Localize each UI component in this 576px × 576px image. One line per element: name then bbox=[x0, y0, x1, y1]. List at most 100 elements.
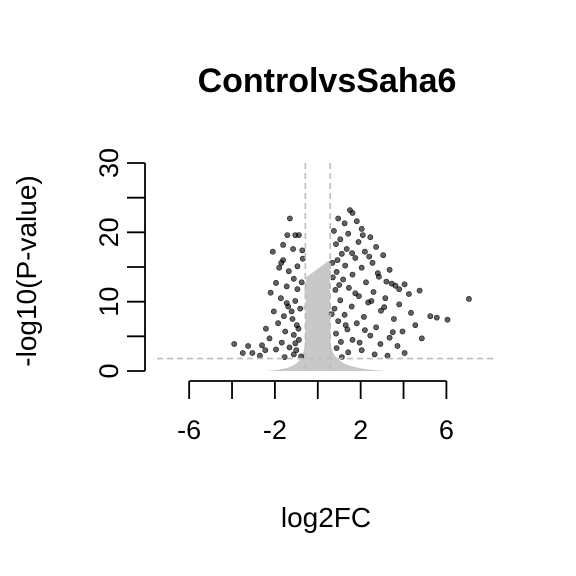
significant-point bbox=[366, 253, 373, 260]
significant-point bbox=[383, 278, 390, 285]
significant-point bbox=[280, 313, 287, 320]
significant-point bbox=[342, 322, 349, 329]
significant-point bbox=[369, 259, 376, 266]
significant-point bbox=[353, 320, 360, 327]
significant-point bbox=[298, 279, 305, 286]
significant-point bbox=[290, 246, 296, 252]
significant-point bbox=[345, 349, 352, 356]
axes: -6 -2 2 6 0 10 20 30 bbox=[94, 148, 454, 445]
significant-point bbox=[256, 352, 263, 359]
y-tick-label: 30 bbox=[94, 148, 124, 178]
significant-point bbox=[293, 347, 300, 354]
non-significant-point bbox=[305, 338, 312, 345]
significant-point bbox=[330, 227, 337, 234]
non-significant-points bbox=[303, 269, 332, 363]
non-significant-point bbox=[315, 341, 322, 347]
non-significant-point bbox=[321, 310, 328, 317]
significant-point bbox=[245, 343, 251, 349]
significant-point bbox=[333, 330, 339, 337]
significant-point bbox=[412, 322, 419, 329]
significant-point bbox=[399, 328, 406, 335]
significant-point bbox=[329, 259, 336, 266]
chart-title: ControlvsSaha6 bbox=[198, 62, 457, 100]
significant-point bbox=[396, 286, 403, 293]
significant-point bbox=[239, 350, 246, 356]
non-significant-point bbox=[320, 320, 327, 327]
non-significant-point bbox=[317, 313, 324, 320]
significant-point bbox=[266, 335, 273, 342]
significant-point bbox=[294, 286, 301, 293]
significant-point bbox=[389, 329, 396, 336]
significant-point bbox=[269, 248, 276, 255]
y-tick-label: 0 bbox=[94, 363, 124, 378]
significant-point bbox=[373, 324, 379, 331]
non-significant-point bbox=[320, 345, 326, 351]
x-tick-label: 6 bbox=[439, 415, 454, 445]
significant-point bbox=[333, 241, 339, 247]
significant-point bbox=[286, 344, 293, 351]
significant-point bbox=[286, 215, 293, 222]
non-significant-point bbox=[306, 346, 313, 353]
significant-point bbox=[374, 270, 381, 277]
significant-point bbox=[337, 236, 344, 243]
significant-point bbox=[273, 346, 279, 353]
significant-point bbox=[348, 303, 355, 310]
significant-point bbox=[352, 290, 359, 297]
non-significant-point bbox=[323, 282, 330, 288]
significant-point bbox=[289, 316, 296, 322]
significant-point bbox=[292, 340, 299, 347]
x-tick-label: -6 bbox=[177, 415, 201, 445]
significant-point bbox=[345, 284, 352, 291]
non-significant-point bbox=[311, 309, 318, 316]
significant-point bbox=[465, 295, 472, 302]
significant-point bbox=[299, 247, 306, 254]
significant-point bbox=[360, 313, 367, 320]
non-significant-point bbox=[318, 329, 325, 336]
significant-point bbox=[433, 314, 440, 321]
significant-point bbox=[358, 347, 365, 354]
significant-point bbox=[284, 232, 291, 238]
significant-point bbox=[288, 308, 295, 315]
significant-point bbox=[337, 297, 344, 304]
non-significant-point bbox=[308, 300, 315, 306]
significant-point bbox=[290, 351, 297, 358]
significant-point bbox=[392, 282, 399, 289]
significant-point bbox=[373, 243, 379, 250]
significant-point bbox=[340, 276, 346, 283]
non-significant-point bbox=[304, 287, 310, 294]
significant-point bbox=[418, 335, 425, 342]
significant-point bbox=[390, 316, 397, 322]
significant-point bbox=[408, 309, 414, 316]
significant-point bbox=[405, 291, 412, 297]
significant-point bbox=[356, 339, 363, 346]
significant-point bbox=[277, 295, 284, 302]
significant-point bbox=[282, 328, 289, 335]
significant-point bbox=[295, 325, 302, 332]
significant-point bbox=[381, 304, 388, 311]
significant-point bbox=[273, 279, 279, 286]
significant-point bbox=[368, 298, 375, 304]
significant-point bbox=[370, 289, 377, 295]
significant-point bbox=[278, 259, 285, 266]
significant-point bbox=[367, 234, 374, 241]
significant-point bbox=[295, 232, 302, 238]
significant-point bbox=[334, 257, 341, 263]
significant-point bbox=[382, 295, 389, 302]
significant-point bbox=[283, 300, 290, 306]
significant-point bbox=[349, 336, 356, 343]
non-significant-point bbox=[312, 337, 319, 344]
significant-point bbox=[359, 232, 366, 238]
significant-point bbox=[333, 268, 340, 275]
significant-point bbox=[353, 218, 360, 225]
significant-point bbox=[345, 230, 352, 237]
significant-point bbox=[363, 279, 369, 286]
significant-point bbox=[396, 301, 403, 308]
significant-point bbox=[290, 275, 297, 282]
significant-point bbox=[294, 263, 301, 270]
significant-point bbox=[331, 305, 338, 312]
significant-point bbox=[416, 287, 423, 294]
significant-point bbox=[276, 264, 283, 271]
significant-point bbox=[292, 298, 299, 304]
significant-point bbox=[349, 271, 356, 278]
